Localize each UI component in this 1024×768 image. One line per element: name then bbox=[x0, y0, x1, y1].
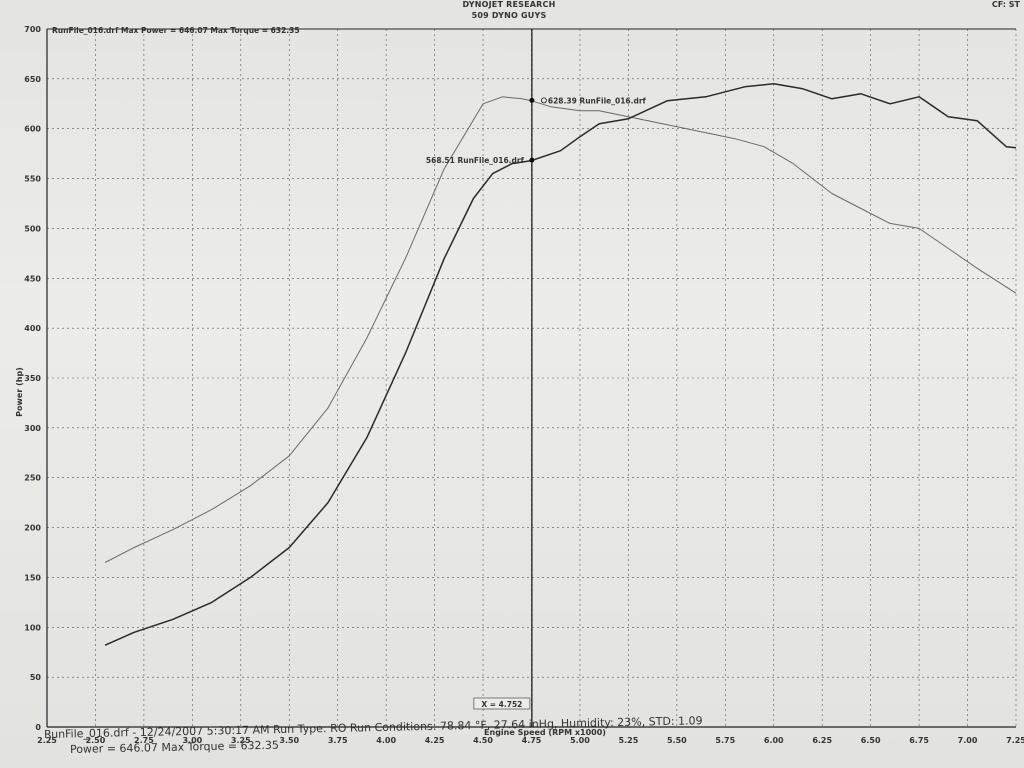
y-tick-label: 350 bbox=[24, 374, 41, 383]
torque-annotation-marker bbox=[540, 97, 547, 104]
power-annotation: 568.51 RunFile_016.drf bbox=[426, 156, 525, 165]
y-tick-labels: 0 50 100 150 200 250 300 350 400 450 500 550 600 650 7… bbox=[24, 25, 41, 732]
x-axis-label: Engine Speed (RPM x1000) bbox=[484, 728, 606, 737]
x-tick-label: 4.50 bbox=[473, 736, 493, 745]
cursor-annotations: 628.39 RunFile_016.drf 568.51 RunFile_016… bbox=[426, 96, 647, 165]
x-tick-label: 3.00 bbox=[182, 736, 202, 745]
y-axis-label: Power (hp) bbox=[15, 367, 24, 417]
torque-annotation: 628.39 RunFile_016.drf bbox=[548, 96, 647, 105]
x-tick-label: 2.50 bbox=[86, 736, 106, 745]
x-tick-label: 7.25 bbox=[1006, 736, 1024, 745]
y-tick-label: 500 bbox=[24, 224, 41, 233]
torque-curve bbox=[104, 96, 1017, 563]
y-tick-label: 550 bbox=[24, 175, 41, 184]
power-curve bbox=[104, 83, 1017, 646]
x-tick-label: 5.00 bbox=[570, 736, 590, 745]
x-tick-label: 6.75 bbox=[909, 736, 929, 745]
x-tick-labels: 2.25 2.50 2.75 3.00 3.25 3.50 3.75 4.00 4.25 4.50… bbox=[37, 736, 1024, 745]
y-tick-label: 600 bbox=[24, 125, 41, 134]
x-tick-label: 4.00 bbox=[376, 736, 396, 745]
y-tick-label: 50 bbox=[30, 673, 42, 682]
header-company: DYNOJET RESEARCH bbox=[462, 0, 556, 9]
x-tick-label: 4.25 bbox=[425, 736, 445, 745]
x-tick-label: 6.25 bbox=[812, 736, 832, 745]
y-tick-label: 450 bbox=[24, 274, 41, 283]
x-tick-label: 3.50 bbox=[279, 736, 299, 745]
y-tick-label: 700 bbox=[24, 25, 41, 34]
y-tick-label: 400 bbox=[24, 324, 41, 333]
y-tick-label: 250 bbox=[24, 474, 41, 483]
chart-grid bbox=[46, 28, 1017, 728]
cursor-label: X = 4.752 bbox=[481, 700, 522, 709]
chart-series bbox=[104, 83, 1017, 646]
x-tick-label: 3.25 bbox=[231, 736, 251, 745]
y-tick-label: 100 bbox=[24, 623, 41, 632]
y-tick-label: 150 bbox=[24, 573, 41, 582]
chart-title: RunFile_016.drf Max Power = 646.07 Max T… bbox=[52, 26, 300, 35]
x-tick-label: 6.00 bbox=[764, 736, 784, 745]
x-tick-label: 6.50 bbox=[861, 736, 881, 745]
header-shop: 509 DYNO GUYS bbox=[471, 11, 547, 20]
y-tick-label: 200 bbox=[24, 524, 41, 533]
power-cursor-marker bbox=[529, 157, 535, 163]
torque-cursor-marker bbox=[529, 97, 535, 103]
y-tick-label: 300 bbox=[24, 424, 41, 433]
x-tick-label: 5.50 bbox=[667, 736, 687, 745]
x-tick-label: 5.75 bbox=[715, 736, 735, 745]
cursor-label-box bbox=[473, 697, 531, 710]
rpm-cursor: X = 4.752 bbox=[473, 29, 533, 727]
x-tick-label: 2.75 bbox=[134, 736, 154, 745]
correction-factor-label: CF: ST bbox=[991, 0, 1020, 9]
x-tick-label: 5.25 bbox=[619, 736, 639, 745]
y-tick-label: 0 bbox=[35, 723, 41, 732]
x-tick-label: 7.00 bbox=[958, 736, 978, 745]
y-tick-label: 650 bbox=[24, 75, 41, 84]
x-tick-label: 3.75 bbox=[328, 736, 348, 745]
x-tick-label: 2.25 bbox=[37, 736, 57, 745]
x-tick-label: 4.75 bbox=[522, 736, 542, 745]
